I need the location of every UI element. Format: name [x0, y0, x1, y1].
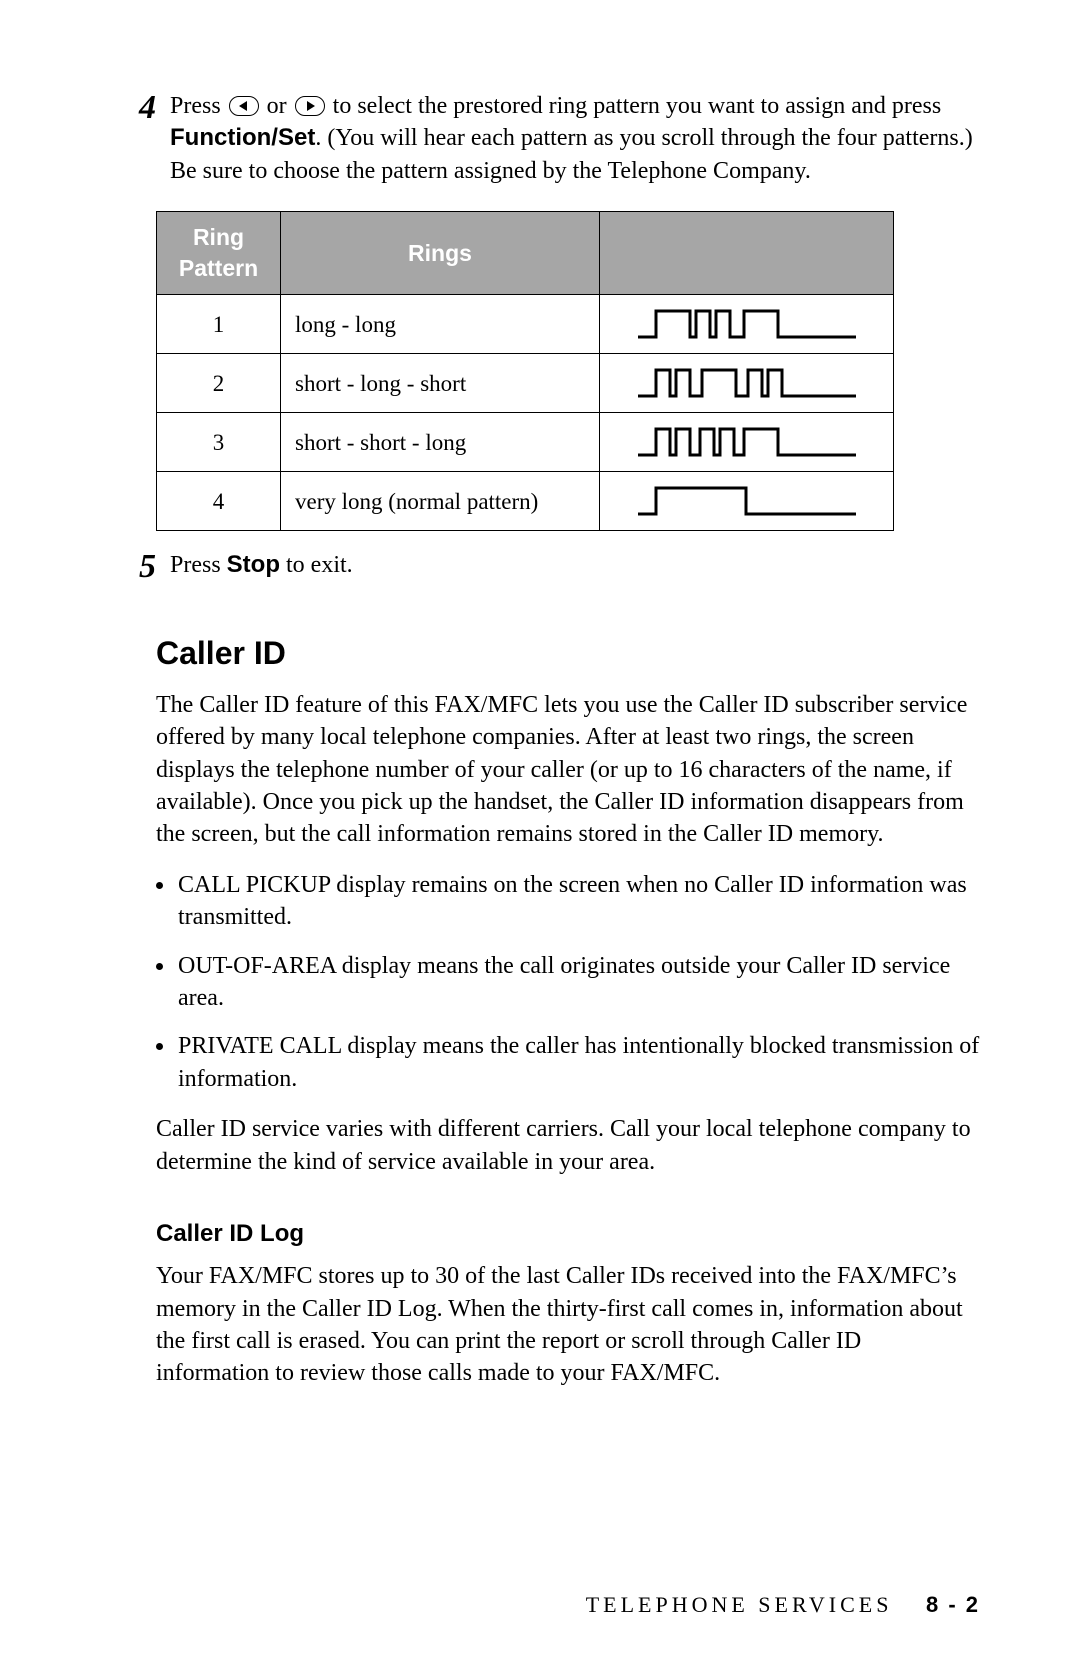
stop-label: Stop [227, 551, 280, 578]
cell-ring-wave [600, 354, 894, 413]
step-number: 4 [100, 90, 170, 193]
list-item: PRIVATE CALL display means the caller ha… [176, 1030, 980, 1095]
ring-wave-icon [632, 305, 862, 343]
list-item: CALL PICKUP display remains on the scree… [176, 869, 980, 934]
ring-wave-icon [632, 423, 862, 461]
caller-id-bullets: CALL PICKUP display remains on the scree… [156, 869, 980, 1095]
caller-id-log-heading: Caller ID Log [156, 1218, 980, 1250]
table-row: 3short - short - long [157, 413, 894, 472]
cell-ring-desc: very long (normal pattern) [281, 472, 600, 531]
cell-pattern-number: 3 [157, 413, 281, 472]
step-5: 5 Press Stop to exit. [100, 549, 980, 587]
step-body: Press or to select the prestored ring pa… [170, 90, 980, 193]
text: Press [170, 93, 227, 119]
caller-id-log-text: Your FAX/MFC stores up to 30 of the last… [156, 1260, 980, 1390]
step-4: 4 Press or to select the prestored ring … [100, 90, 980, 193]
th-waveform [600, 212, 894, 295]
cell-pattern-number: 1 [157, 295, 281, 354]
list-item: OUT-OF-AREA display means the call origi… [176, 950, 980, 1015]
cell-ring-desc: long - long [281, 295, 600, 354]
cell-pattern-number: 4 [157, 472, 281, 531]
table-row: 1long - long [157, 295, 894, 354]
ring-pattern-table: Ring Pattern Rings 1long - long2short - … [156, 211, 894, 531]
page-footer: TELEPHONE SERVICES 8 - 2 [100, 1590, 980, 1620]
cell-ring-desc: short - long - short [281, 354, 600, 413]
text: Press [170, 552, 227, 578]
step-number: 5 [100, 549, 170, 587]
footer-page: 8 - 2 [926, 1592, 980, 1617]
table-row: 2short - long - short [157, 354, 894, 413]
ring-wave-icon [632, 364, 862, 402]
caller-id-intro: The Caller ID feature of this FAX/MFC le… [156, 689, 980, 851]
step-body: Press Stop to exit. [170, 549, 980, 587]
right-arrow-icon [295, 96, 325, 116]
caller-id-heading: Caller ID [156, 632, 980, 675]
th-rings: Rings [281, 212, 600, 295]
step-5-text: Press Stop to exit. [170, 549, 980, 581]
cell-ring-wave [600, 413, 894, 472]
function-set-label: Function/Set [170, 124, 315, 151]
table-row: 4very long (normal pattern) [157, 472, 894, 531]
cell-ring-desc: short - short - long [281, 413, 600, 472]
text: or [267, 93, 293, 119]
step-4-text: Press or to select the prestored ring pa… [170, 90, 980, 187]
footer-section: TELEPHONE SERVICES [586, 1592, 893, 1617]
text: to exit. [280, 552, 353, 578]
ring-wave-icon [632, 482, 862, 520]
left-arrow-icon [229, 96, 259, 116]
text: to select the prestored ring pattern you… [333, 93, 942, 119]
cell-pattern-number: 2 [157, 354, 281, 413]
cell-ring-wave [600, 472, 894, 531]
th-ring-pattern: Ring Pattern [157, 212, 281, 295]
cell-ring-wave [600, 295, 894, 354]
caller-id-note: Caller ID service varies with different … [156, 1113, 980, 1178]
